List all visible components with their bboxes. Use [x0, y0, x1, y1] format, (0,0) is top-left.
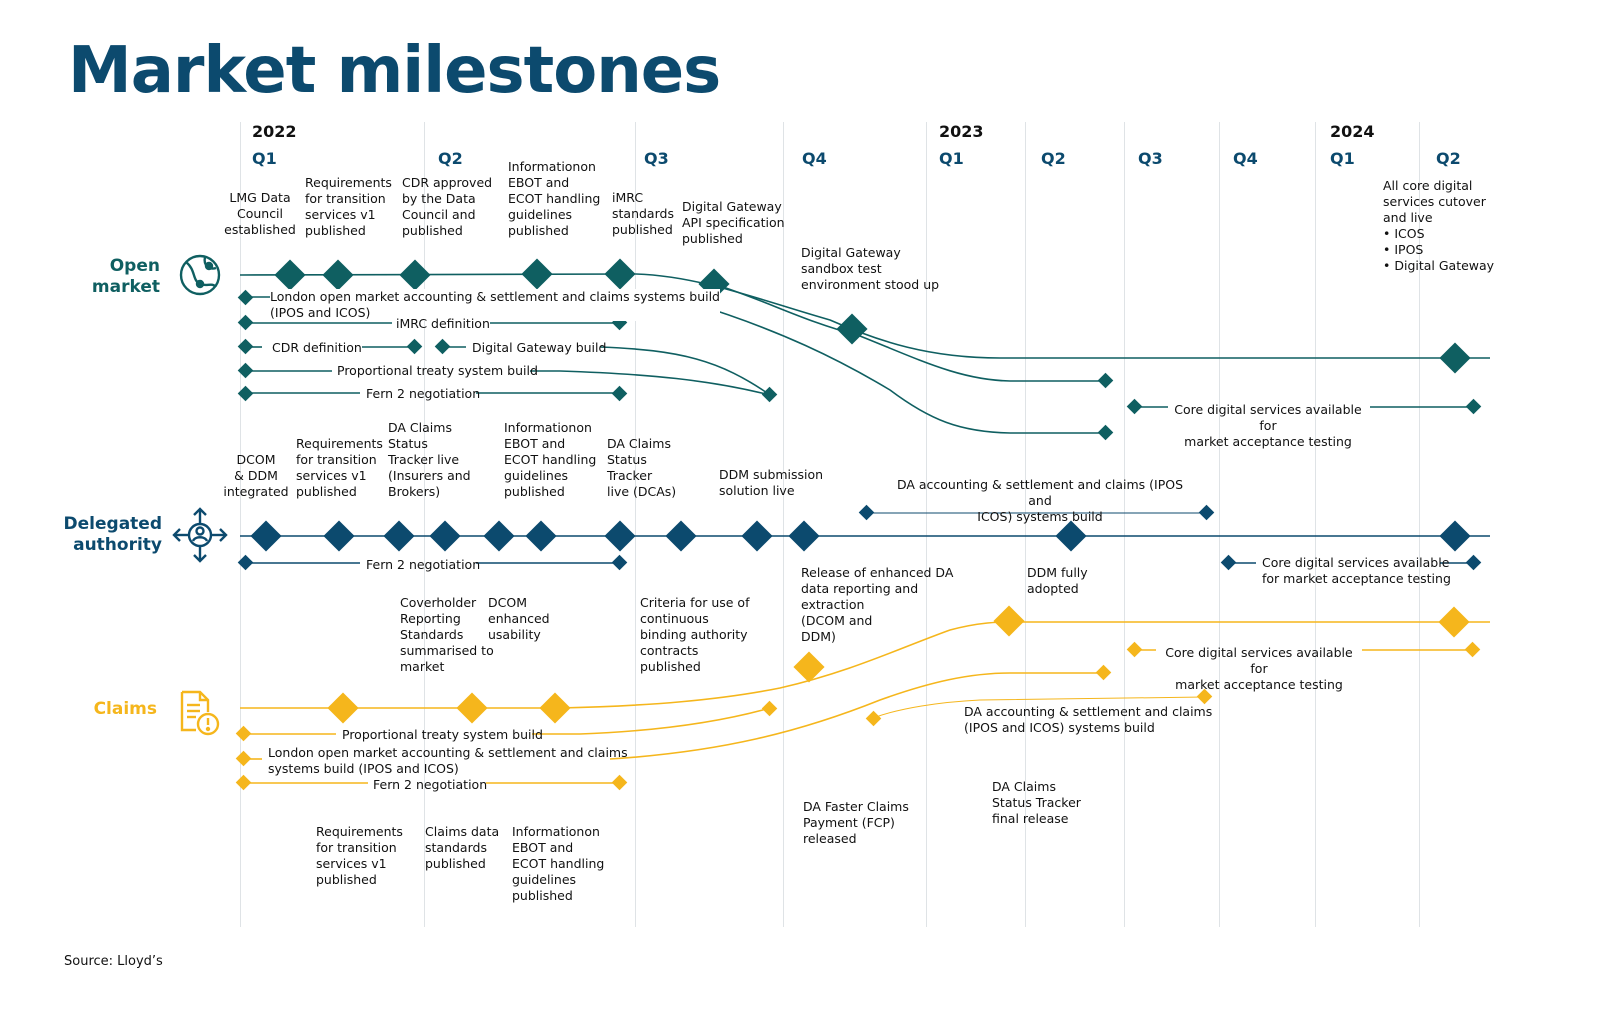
year-label: 2024 [1330, 122, 1375, 141]
page-title: Market milestones [68, 34, 721, 108]
bar-label: London open market accounting & settleme… [270, 289, 720, 321]
bar-label: Proportional treaty system build [342, 727, 543, 742]
year-label: 2022 [252, 122, 297, 141]
milestone-label: Coverholder Reporting Standards summaris… [400, 595, 494, 674]
gridline [635, 122, 636, 927]
milestone-label: Digital Gateway sandbox test environment… [801, 245, 940, 292]
milestone-label: Criteria for use of continuous binding a… [640, 595, 750, 674]
gridline [424, 122, 425, 927]
milestone-label: Requirements for transition services v1 … [316, 824, 403, 887]
gridline [1315, 122, 1316, 927]
milestone-label: Informationon EBOT and ECOT handling gui… [512, 824, 605, 903]
milestone-label: DCOM enhanced usability [488, 595, 550, 642]
gridline [926, 122, 927, 927]
quarter-label: Q2 [1041, 149, 1066, 168]
milestone-label: DA Claims Status Tracker final release [992, 779, 1081, 826]
milestone-label: Release of enhanced DA data reporting an… [801, 565, 954, 644]
milestone-label: DA Claims Status Tracker live (Insurers … [388, 420, 471, 499]
quarter-label: Q3 [1138, 149, 1163, 168]
milestone-label: DA Claims Status Tracker live (DCAs) [607, 436, 677, 499]
bar-label: Core digital services available for mark… [1262, 555, 1451, 586]
gridline [1419, 122, 1420, 927]
person-arrows-icon [172, 507, 228, 563]
gridline [783, 122, 784, 927]
gridline [1219, 122, 1220, 927]
quarter-label: Q2 [1436, 149, 1461, 168]
bar-label: Digital Gateway build [472, 340, 607, 355]
milestone-label: Informationon EBOT and ECOT handling gui… [508, 159, 601, 238]
milestone-label: LMG Data Council established [224, 190, 296, 237]
milestone-label: iMRC standards published [612, 190, 674, 237]
bar-label: Fern 2 negotiation [366, 557, 481, 572]
milestone-label: DA Faster Claims Payment (FCP) released [803, 799, 909, 846]
year-label: 2023 [939, 122, 984, 141]
milestone-label: Requirements for transition services v1 … [296, 436, 383, 499]
quarter-label: Q1 [1330, 149, 1355, 168]
milestone-label: DDM submission solution live [719, 467, 824, 498]
bar-label: Proportional treaty system build [337, 363, 538, 378]
quarter-label: Q3 [644, 149, 669, 168]
milestone-label: DDM fully adopted [1027, 565, 1088, 596]
source-note: Source: Lloyd’s [64, 954, 163, 969]
bar-label: Core digital services available for mark… [1165, 645, 1353, 692]
bar-label: Core digital services available for mark… [1174, 402, 1362, 449]
lane-label-open-market: Open market [91, 256, 160, 297]
milestone-label: Digital Gateway API specification publis… [682, 199, 785, 246]
milestone-label: Requirements for transition services v1 … [305, 175, 392, 238]
gridline [1124, 122, 1125, 927]
quarter-label: Q1 [252, 149, 277, 168]
globe-network-icon [179, 254, 221, 296]
quarter-label: Q4 [802, 149, 827, 168]
document-alert-icon [180, 690, 220, 736]
bar-label: Fern 2 negotiation [373, 777, 488, 792]
milestone-label: DCOM & DDM integrated [223, 452, 289, 499]
bar-label: iMRC definition [396, 316, 490, 331]
bar-label: CDR definition [272, 340, 362, 355]
lane-label-delegated: Delegated authority [63, 514, 162, 555]
bar-label: DA accounting & settlement and claims (I… [896, 477, 1184, 524]
gridline [1025, 122, 1026, 927]
bar-label: Fern 2 negotiation [366, 386, 481, 401]
quarter-label: Q2 [438, 149, 463, 168]
milestone-label: CDR approved by the Data Council and pub… [402, 175, 493, 238]
milestone-label: All core digital services cutover and li… [1383, 178, 1495, 273]
lane-label-claims: Claims [93, 699, 157, 719]
gridline [240, 122, 241, 927]
milestone-label: Informationon EBOT and ECOT handling gui… [504, 420, 597, 499]
bar-label: DA accounting & settlement and claims (I… [964, 704, 1213, 735]
quarter-label: Q1 [939, 149, 964, 168]
quarter-label: Q4 [1233, 149, 1258, 168]
milestone-label: Claims data standards published [425, 824, 500, 871]
bar-label: London open market accounting & settleme… [268, 745, 628, 776]
